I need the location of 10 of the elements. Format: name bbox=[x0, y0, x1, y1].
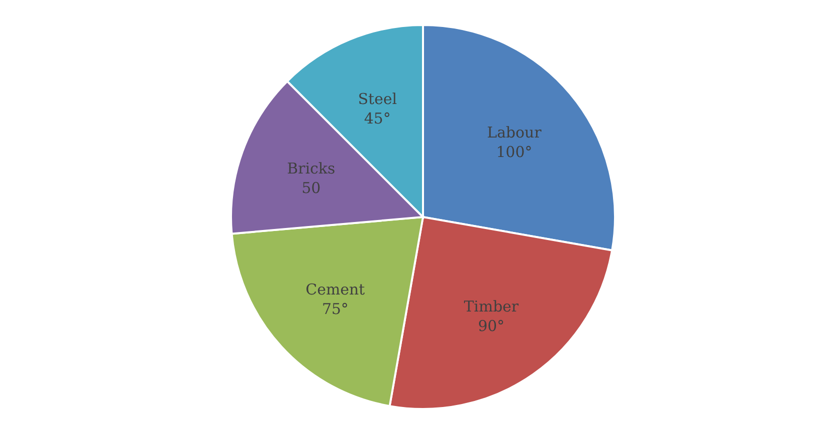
slice-label: Cement bbox=[306, 280, 365, 298]
data-label: 100° bbox=[496, 142, 532, 161]
data-label: 50 bbox=[302, 178, 321, 197]
slice-label: Steel bbox=[358, 90, 398, 108]
slice-label: Timber bbox=[464, 298, 520, 316]
slice-label: Bricks bbox=[287, 159, 336, 178]
data-label: 45° bbox=[364, 110, 391, 128]
slice-label: Labour bbox=[487, 123, 542, 142]
data-label: 75° bbox=[322, 300, 349, 318]
data-label: 90° bbox=[478, 317, 505, 336]
